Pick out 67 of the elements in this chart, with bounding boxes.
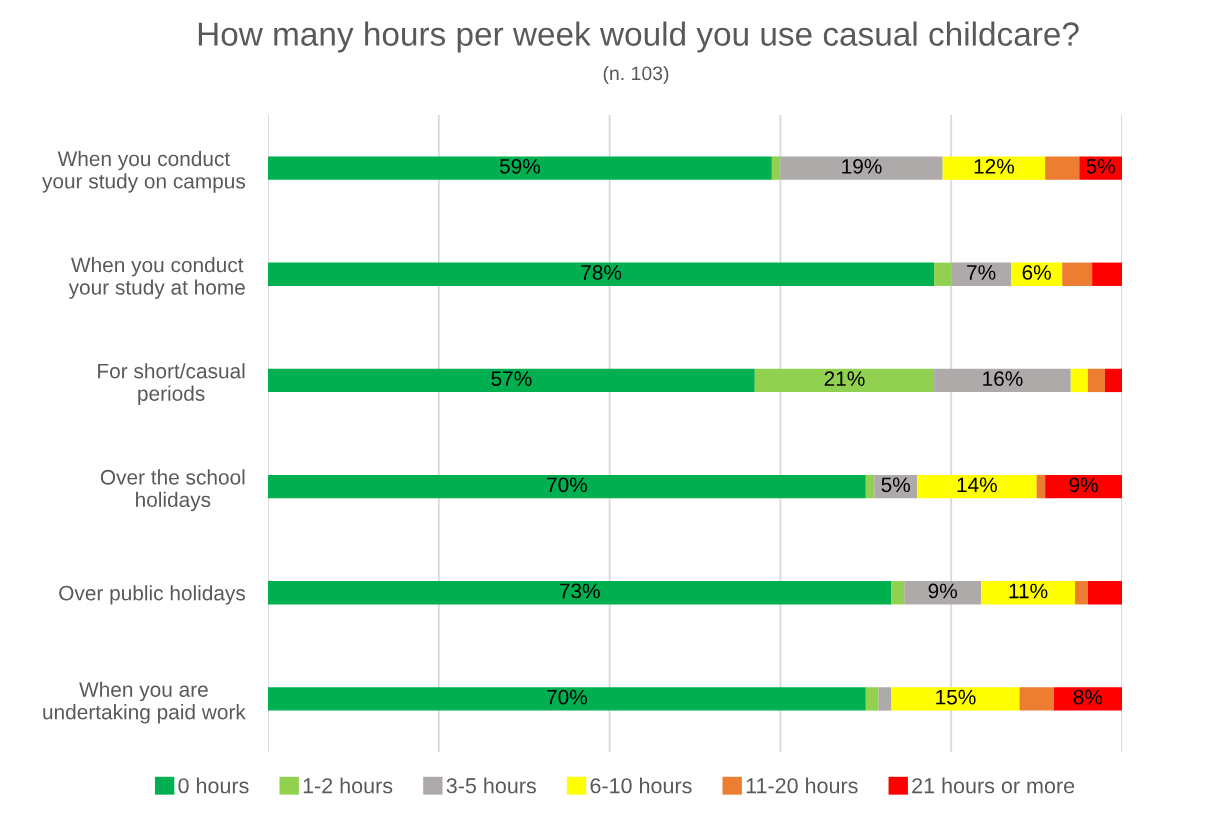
bar xyxy=(1062,262,1093,286)
y-tick-label: For short/casual periods xyxy=(98,363,245,406)
data-label: 9% xyxy=(928,583,957,599)
data-label: 19% xyxy=(842,158,882,174)
bar xyxy=(981,581,1076,605)
bar xyxy=(1075,581,1088,605)
bar xyxy=(780,156,943,180)
data-label: 59% xyxy=(499,158,541,174)
bar xyxy=(917,474,1037,499)
bar xyxy=(1070,368,1088,393)
data-label: 7% xyxy=(967,265,996,280)
bar xyxy=(951,262,1011,286)
bar xyxy=(904,581,982,605)
bar xyxy=(1104,368,1122,393)
bar xyxy=(268,474,866,499)
y-tick-label: When you conduct your study on campus xyxy=(42,150,246,193)
bar xyxy=(268,262,935,286)
bar xyxy=(865,474,875,499)
bar xyxy=(771,156,781,180)
y-tick-label: When you conduct your study at home xyxy=(68,256,245,299)
legend-label: 11-20 hours xyxy=(746,777,858,794)
data-label: 14% xyxy=(957,477,997,493)
data-label: 21% xyxy=(824,371,865,386)
data-label: 15% xyxy=(936,689,976,705)
bar xyxy=(1045,474,1122,499)
bar xyxy=(1036,474,1046,499)
bar xyxy=(268,581,892,605)
data-label: 9% xyxy=(1069,477,1098,493)
y-tick-label: Over the school holidays xyxy=(100,469,245,512)
bar xyxy=(865,687,879,711)
chart-subtitle: (n. 103) xyxy=(603,65,669,85)
chart-title: How many hours per week would you use casual childcare? xyxy=(198,21,1079,53)
bar xyxy=(891,687,1020,711)
bar xyxy=(1019,687,1054,711)
bar xyxy=(1045,156,1080,180)
bar xyxy=(268,368,755,393)
legend-label: 3-5 hours xyxy=(446,777,536,794)
bar xyxy=(268,687,866,711)
legend-label: 6-10 hours xyxy=(590,777,692,794)
bar xyxy=(891,581,905,605)
data-label: 6% xyxy=(1022,265,1051,280)
bar xyxy=(942,156,1046,180)
bar xyxy=(754,368,935,393)
bar xyxy=(1092,262,1122,286)
data-label: 78% xyxy=(581,265,622,280)
bar xyxy=(934,368,1071,393)
y-tick-label: When you are undertaking paid work xyxy=(43,681,246,724)
data-label: 8% xyxy=(1073,689,1103,705)
data-label: 5% xyxy=(881,477,910,493)
legend-label: 21 hours or more xyxy=(912,777,1075,794)
data-label: 70% xyxy=(547,477,588,493)
legend-label: 1-2 hours xyxy=(303,777,393,794)
bar xyxy=(1087,368,1105,393)
data-label: 57% xyxy=(491,371,532,387)
data-label: 5% xyxy=(1086,159,1115,174)
legend-label: 0 hours xyxy=(178,777,249,794)
data-label: 12% xyxy=(974,158,1015,174)
data-label: 11% xyxy=(1009,583,1048,599)
bar xyxy=(1087,581,1122,605)
bar xyxy=(1053,687,1122,711)
bar xyxy=(878,687,892,711)
bar xyxy=(934,262,952,286)
data-label: 70% xyxy=(547,689,588,705)
bar xyxy=(268,156,772,180)
data-label: 16% xyxy=(983,371,1023,387)
data-label: 73% xyxy=(559,583,600,599)
y-tick-label: Over public holidays xyxy=(59,585,246,605)
